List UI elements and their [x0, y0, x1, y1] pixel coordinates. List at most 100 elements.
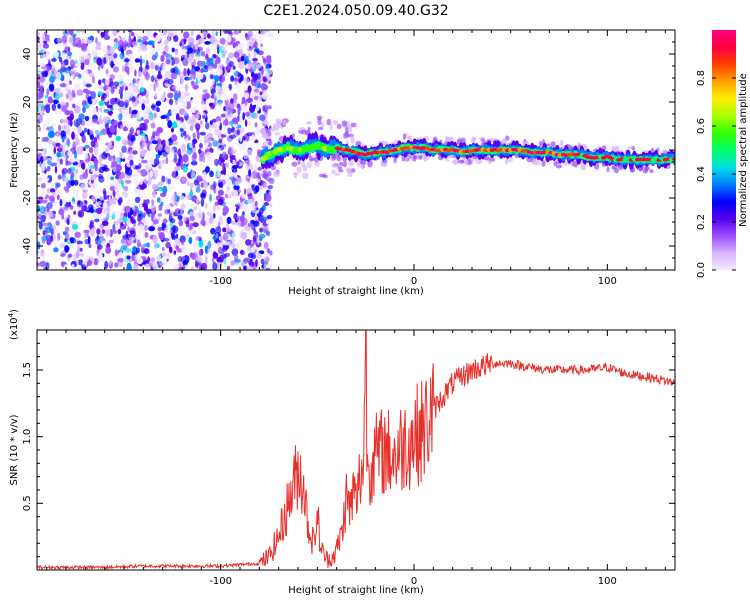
spectrogram-noise-cell	[250, 112, 256, 119]
spectrogram-noise-cell	[200, 219, 206, 226]
spectrogram-noise-cell	[138, 94, 143, 103]
spectrogram-noise-cell	[68, 36, 74, 45]
spectrogram-noise-cell	[90, 91, 96, 100]
spectrogram-noise-cell	[159, 261, 165, 266]
spectrogram-noise-cell	[184, 92, 190, 97]
spectrogram-halo-cell	[347, 173, 353, 177]
spectrogram-halo-cell	[349, 135, 355, 141]
spectrogram-noise-cell	[74, 231, 81, 238]
spectrogram-noise-cell	[199, 142, 203, 149]
spectrogram-noise-cell	[209, 193, 212, 202]
spectrogram-noise-cell	[147, 40, 155, 46]
spectrogram-noise-cell	[171, 121, 178, 129]
y-tick-label: 0	[22, 147, 33, 153]
spectrogram-noise-cell	[91, 75, 95, 84]
spectrogram-noise-cell	[125, 230, 129, 237]
spectrogram-noise-cell	[141, 183, 147, 189]
spectrogram-noise-cell	[40, 183, 46, 189]
spectrogram-noise-cell	[167, 178, 172, 185]
colorbar-tick-label: 0.4	[696, 166, 707, 182]
spectrogram-halo-cell	[260, 185, 264, 190]
spectrogram-noise-cell	[96, 252, 99, 257]
spectrogram-noise-cell	[238, 239, 244, 244]
spectrogram-noise-cell	[76, 89, 84, 96]
spectrogram-noise-cell	[202, 155, 206, 163]
spectrogram-noise-cell	[225, 162, 230, 169]
spectrogram-noise-cell	[56, 157, 61, 162]
spectrogram-noise-cell	[98, 166, 105, 174]
colorbar: 0.0 0.2 0.4 0.6 0.8 Normalized spectral ampl…	[696, 30, 749, 278]
spectrogram-noise-cell	[239, 93, 243, 98]
spectrogram-noise-cell	[143, 212, 146, 218]
spectrogram-noise-cell	[157, 85, 162, 93]
spectrogram-noise-cell	[233, 184, 240, 191]
spectrogram-noise-cell	[266, 214, 273, 220]
spectrogram-noise-cell	[144, 263, 150, 269]
spectrogram-noise-cell	[45, 51, 49, 59]
spectrogram-noise-cell	[55, 92, 60, 101]
spectrogram-noise-cell	[138, 180, 142, 185]
spectrogram-noise-cell	[64, 177, 69, 183]
spectrogram-noise-cell	[154, 92, 158, 98]
spectrogram-halo-cell	[337, 166, 343, 170]
spectrogram-noise-cell	[256, 36, 263, 44]
spectrogram-noise-cell	[118, 113, 123, 121]
spectrogram-noise-cell	[217, 120, 221, 127]
snr-panel: -100 0 100 0.5 1.0 1.5 Height of straight li…	[7, 309, 676, 596]
spectrogram-noise-cell	[69, 217, 73, 226]
spectrogram-noise-cell	[157, 181, 164, 187]
spectrogram-noise-cell	[224, 117, 229, 127]
spectrogram-noise-cell	[120, 246, 124, 252]
spectrogram-noise-cell	[59, 83, 67, 88]
spectrogram-noise-cell	[49, 223, 53, 232]
spectrogram-noise-cell	[64, 231, 70, 241]
spectrogram-noise-cell	[90, 174, 97, 181]
spectrogram-noise-cell	[63, 186, 69, 191]
spectrogram-noise-cell	[217, 189, 224, 196]
spectrogram-noise-cell	[131, 109, 138, 115]
y-tick-label: 1.0	[22, 429, 33, 445]
spectrogram-noise-cell	[199, 120, 203, 125]
spectrogram-noise-cell	[84, 65, 89, 71]
spectrogram-noise-cell	[102, 85, 109, 91]
spectrogram-noise-cell	[43, 136, 49, 141]
spectrogram-halo-cell	[268, 177, 275, 185]
spectrogram-noise-cell	[178, 90, 181, 97]
spectrogram-noise-cell	[240, 55, 245, 62]
spectrogram-halo-cell	[338, 169, 344, 173]
spectrogram-noise-cell	[222, 227, 227, 233]
spectrogram-noise-cell	[98, 100, 105, 107]
spectrogram-noise-cell	[94, 258, 99, 266]
spectrogram-halo-cell	[407, 136, 411, 139]
spectrogram-noise-cell	[180, 239, 185, 246]
spectrogram-noise-cell	[184, 137, 189, 144]
spectrogram-noise-cell	[144, 53, 148, 59]
spectrogram-halo-cell	[326, 118, 332, 126]
spectrogram-noise-cell	[228, 52, 235, 59]
spectrogram-noise-cell	[46, 64, 50, 73]
spectrogram-halo-cell	[331, 164, 338, 168]
spectrogram-noise-cell	[255, 231, 259, 238]
spectrogram-noise-cell	[143, 177, 147, 183]
spectrogram-noise-cell	[51, 58, 57, 62]
spectrogram-noise-cell	[204, 92, 211, 100]
spectrogram-noise-cell	[77, 252, 85, 257]
spectrogram-noise-cell	[149, 258, 156, 266]
spectrogram-noise-cell	[167, 185, 175, 190]
spectrogram-noise-cell	[239, 127, 245, 134]
spectrogram-noise-cell	[219, 78, 223, 86]
spectrogram-noise-cell	[161, 251, 168, 257]
spectrogram-halo-cell	[644, 165, 649, 172]
spectrogram-noise-cell	[38, 98, 44, 104]
spectrogram-noise-cell	[64, 67, 71, 74]
spectrogram-noise-cell	[212, 30, 215, 39]
spectrogram-noise-cell	[87, 128, 90, 136]
spectrogram-noise-cell	[196, 255, 203, 264]
spectrogram-noise-cell	[189, 182, 194, 189]
y-tick-label: -40	[22, 238, 33, 254]
spectrogram-noise-cell	[167, 78, 174, 85]
spectrogram-noise-cell	[141, 142, 148, 147]
spectrogram-halo-cell	[282, 119, 287, 126]
spectrogram-halo-cell	[393, 157, 397, 164]
y-tick-label: 40	[22, 48, 33, 61]
